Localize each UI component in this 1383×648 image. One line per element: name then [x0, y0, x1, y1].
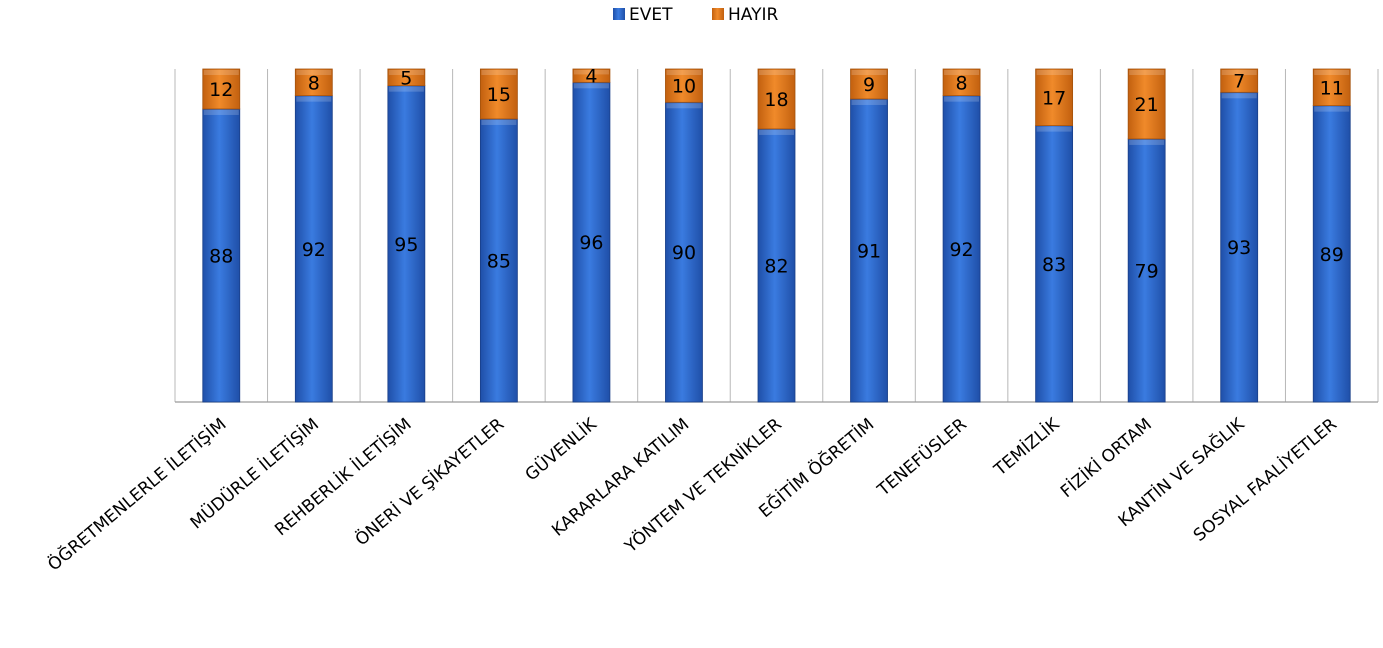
- data-label-evet: 93: [1227, 237, 1251, 259]
- bar-bevel: [1314, 70, 1350, 75]
- bar-bevel: [1129, 70, 1165, 75]
- category-grid: [174, 69, 1379, 403]
- data-label-evet: 83: [1042, 254, 1066, 276]
- bar-evet: [665, 101, 703, 403]
- bar-bevel: [481, 70, 517, 75]
- data-label-evet: 79: [1135, 260, 1159, 282]
- legend-label-hayir: HAYIR: [728, 5, 778, 25]
- bar-bevel: [203, 109, 239, 115]
- data-label-hayir: 7: [1233, 71, 1245, 93]
- category-label: YÖNTEM VE TEKNİKLER: [619, 413, 785, 558]
- bar-evet: [479, 118, 518, 403]
- bar-hayir: [1127, 68, 1166, 140]
- legend-swatch-hayir: [712, 8, 724, 20]
- bar-bevel: [388, 70, 424, 75]
- bar-evet: [1035, 125, 1074, 403]
- bar-bevel: [851, 70, 887, 75]
- bar-bevel: [296, 96, 332, 102]
- bar-evet: [850, 98, 888, 403]
- data-label-evet: 92: [949, 239, 973, 261]
- data-label-hayir: 11: [1320, 77, 1344, 99]
- bar-bevel: [1129, 139, 1165, 145]
- bar-bevel: [944, 70, 980, 75]
- bar-hayir: [850, 68, 888, 100]
- bar-bevel: [1036, 70, 1072, 75]
- data-label-evet: 89: [1320, 244, 1344, 266]
- bar-bevel: [851, 99, 887, 105]
- category-label: GÜVENLİK: [520, 412, 601, 485]
- data-label-hayir: 8: [308, 72, 320, 94]
- category-label: ÖĞRETMENLERLE İLETİŞİM: [43, 413, 231, 575]
- bar-evet: [294, 95, 333, 403]
- data-label-hayir: 8: [956, 72, 968, 94]
- category-label: FİZİKİ ORTAM: [1056, 414, 1156, 502]
- bar-bevel: [573, 70, 609, 75]
- data-label-hayir: 10: [672, 76, 696, 98]
- bar-bevel: [481, 119, 517, 125]
- bar-evet: [1220, 91, 1259, 403]
- data-label-evet: 90: [672, 242, 696, 264]
- bar-bevel: [203, 70, 239, 75]
- data-label-hayir: 9: [863, 74, 875, 96]
- category-label: TEMİZLİK: [989, 413, 1064, 480]
- bar-evet: [1312, 105, 1351, 403]
- bar-hayir: [202, 68, 241, 110]
- bar-hayir: [1035, 68, 1074, 127]
- data-label-hayir: 17: [1042, 87, 1066, 109]
- bar-hayir: [1220, 68, 1259, 93]
- category-label: ÖNERİ VE ŞİKAYETLER: [350, 413, 508, 550]
- bar-bevel: [296, 70, 332, 75]
- data-label-hayir: 12: [209, 79, 233, 101]
- bar-evet: [757, 128, 796, 403]
- bar-hayir: [294, 68, 333, 97]
- bar-hayir: [665, 68, 703, 103]
- legend-swatch-evet: [613, 8, 625, 20]
- bar-bevel: [573, 83, 609, 89]
- bar-bevel: [1221, 70, 1257, 75]
- bar-evet: [1127, 138, 1166, 403]
- bar-hayir: [387, 68, 426, 87]
- bar-bevel: [1221, 93, 1257, 99]
- data-label-hayir: 15: [487, 84, 511, 106]
- bar-hayir: [1312, 68, 1351, 107]
- data-label-evet: 82: [764, 255, 788, 277]
- bar-bevel: [1036, 126, 1072, 132]
- data-labels: 88 12 92 8 95 5 85 15 96 4 90 10 82 18 91 9 92 8 83 17 79 21 9…: [209, 66, 1344, 283]
- bar-evet: [572, 81, 611, 403]
- bar-evet: [202, 108, 241, 403]
- bar-hayir: [757, 68, 796, 130]
- bar-bevel: [759, 70, 794, 75]
- data-label-evet: 88: [209, 245, 233, 267]
- bar-bevel: [666, 103, 702, 109]
- bar-bevel: [944, 96, 980, 102]
- bar-bevel: [759, 129, 794, 135]
- legend-label-evet: EVET: [629, 5, 673, 25]
- data-label-evet: 91: [857, 240, 881, 262]
- data-label-hayir: 4: [585, 66, 597, 88]
- data-label-evet: 96: [579, 232, 603, 254]
- bar-bevel: [666, 70, 702, 75]
- data-label-evet: 92: [302, 239, 326, 261]
- bar-hayir: [572, 68, 611, 83]
- category-label: TENEFÜSLER: [872, 413, 971, 501]
- bars: [202, 68, 1351, 403]
- bar-hayir: [942, 68, 981, 97]
- data-label-evet: 95: [394, 234, 418, 256]
- data-label-evet: 85: [487, 250, 511, 272]
- data-label-hayir: 18: [764, 89, 788, 111]
- data-label-hayir: 5: [400, 67, 412, 89]
- bar-bevel: [1314, 106, 1350, 112]
- data-label-hayir: 21: [1135, 94, 1159, 116]
- bar-hayir: [479, 68, 518, 120]
- bar-bevel: [388, 86, 424, 92]
- legend: EVET HAYIR: [613, 5, 778, 25]
